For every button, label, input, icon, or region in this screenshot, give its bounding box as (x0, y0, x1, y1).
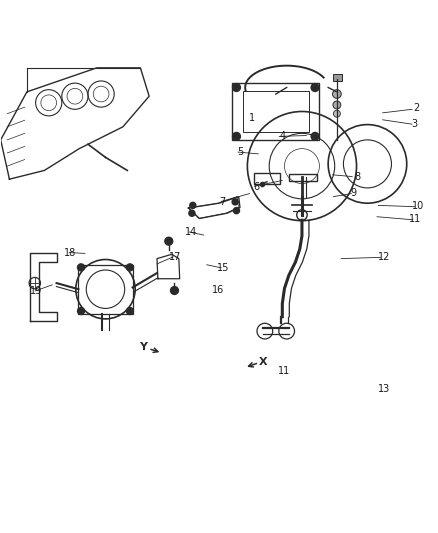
Text: Y: Y (139, 342, 147, 352)
Circle shape (333, 110, 340, 117)
Text: 13: 13 (378, 384, 390, 394)
Circle shape (78, 308, 85, 314)
Text: 1: 1 (249, 113, 255, 123)
Text: 12: 12 (378, 252, 390, 262)
Bar (243, 91, 308, 132)
Circle shape (233, 207, 240, 214)
Bar (254, 173, 280, 183)
Circle shape (233, 133, 240, 140)
Text: 2: 2 (413, 103, 420, 114)
Circle shape (78, 264, 85, 271)
Bar (78, 265, 133, 313)
Text: 18: 18 (64, 247, 76, 257)
Text: 17: 17 (169, 252, 181, 262)
Circle shape (127, 264, 134, 271)
Circle shape (232, 199, 238, 205)
Circle shape (332, 90, 341, 99)
Text: 14: 14 (184, 228, 197, 237)
Text: 4: 4 (280, 132, 286, 141)
Text: 8: 8 (355, 172, 361, 182)
Bar (289, 174, 317, 181)
Text: 11: 11 (410, 214, 422, 224)
Circle shape (233, 84, 240, 92)
Text: 9: 9 (350, 188, 357, 198)
Bar (232, 83, 319, 140)
Circle shape (333, 101, 341, 109)
Circle shape (189, 210, 195, 216)
Text: 3: 3 (412, 119, 418, 129)
Text: 5: 5 (237, 147, 243, 157)
Circle shape (311, 84, 319, 92)
Circle shape (311, 133, 319, 140)
Circle shape (165, 237, 173, 245)
Circle shape (190, 203, 196, 208)
Text: 15: 15 (217, 263, 230, 273)
Text: 6: 6 (254, 182, 260, 192)
Text: 19: 19 (30, 286, 42, 296)
Circle shape (127, 308, 134, 314)
Text: 11: 11 (279, 366, 291, 376)
Bar (332, 74, 342, 81)
Circle shape (170, 287, 178, 294)
Text: 7: 7 (219, 197, 226, 207)
Text: X: X (258, 357, 267, 367)
Text: 16: 16 (212, 285, 224, 295)
Text: 10: 10 (412, 201, 424, 211)
